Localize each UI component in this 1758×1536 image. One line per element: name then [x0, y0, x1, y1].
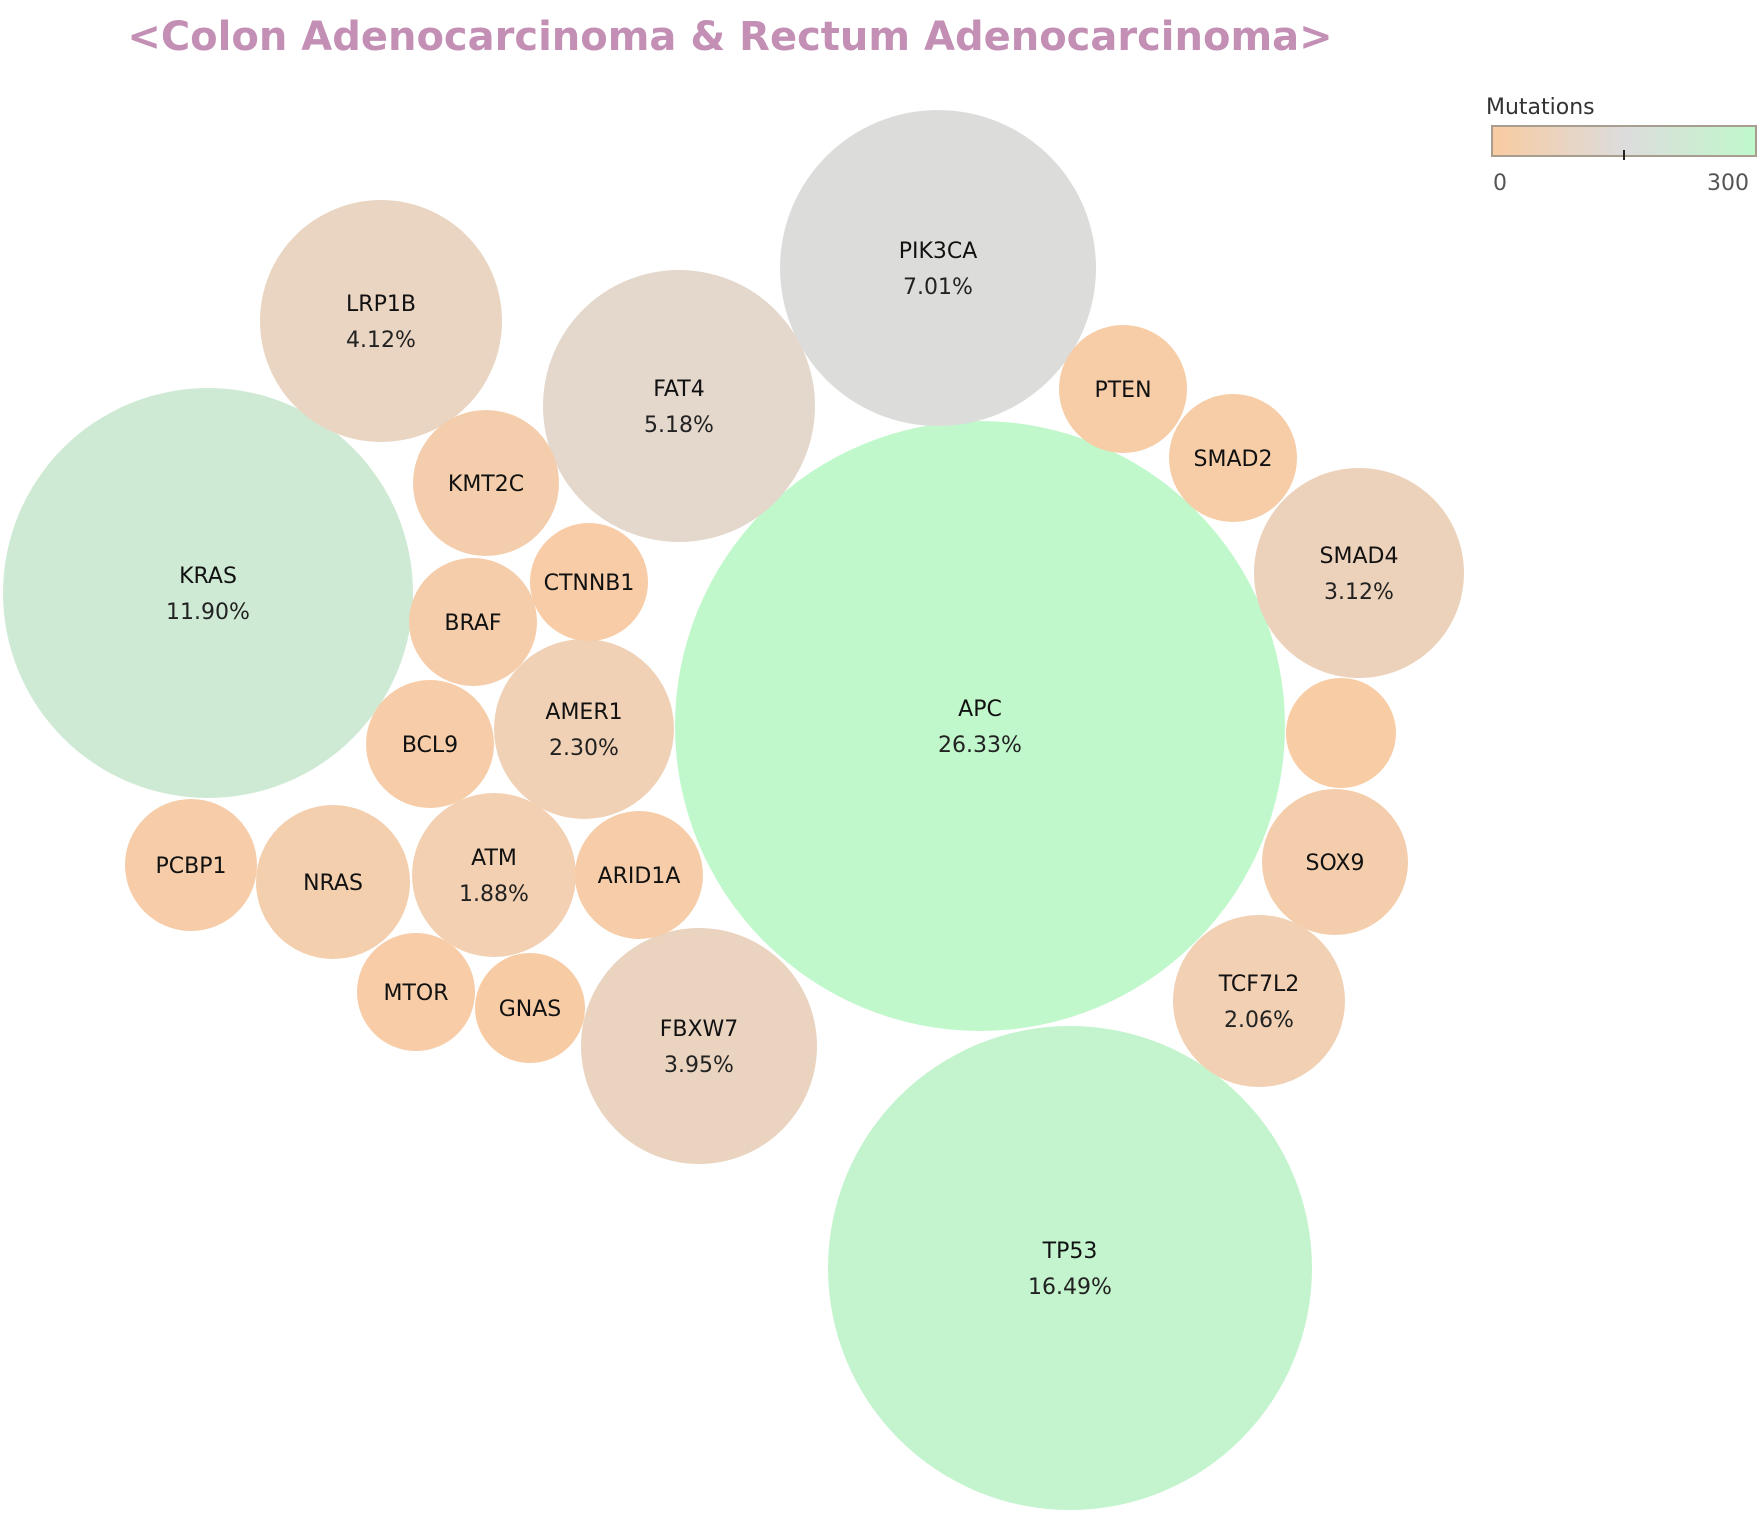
percent-label-lrp1b: 4.12% — [346, 328, 416, 353]
percent-label-tcf7l2: 2.06% — [1224, 1008, 1294, 1033]
percent-label-fbxw7: 3.95% — [664, 1053, 734, 1078]
bubble-circle-fbxw7 — [581, 928, 817, 1164]
legend-min-label: 0 — [1493, 171, 1507, 196]
bubble-smad4: SMAD4 3.12% — [1254, 468, 1464, 678]
bubble-circle-apc — [675, 421, 1285, 1031]
bubble-circle-sox9 — [1262, 789, 1408, 935]
color-legend: Mutations 0 300 — [1486, 95, 1757, 196]
bubble-smad2: SMAD2 — [1169, 394, 1297, 522]
gene-label-braf: BRAF — [444, 611, 501, 636]
bubble-circle-ctnnb1 — [530, 523, 648, 641]
gene-label-mtor: MTOR — [383, 981, 448, 1006]
bubble-lrp1b: LRP1B 4.12% — [260, 200, 502, 442]
gene-label-gnas: GNAS — [499, 997, 562, 1022]
gene-label-fbxw7: FBXW7 — [660, 1017, 739, 1042]
percent-label-apc: 26.33% — [938, 733, 1022, 758]
bubble-circle-arid1a — [575, 811, 703, 939]
chart-title: <Colon Adenocarcinoma & Rectum Adenocarc… — [127, 14, 1332, 60]
bubble-circle-smad4 — [1254, 468, 1464, 678]
bubble-circle-pcbp1 — [125, 799, 257, 931]
bubble-mtor: MTOR — [357, 933, 475, 1051]
bubble-tcf7l2: TCF7L2 2.06% — [1173, 915, 1345, 1087]
legend-max-label: 300 — [1707, 171, 1749, 196]
bubble-circle-atm — [412, 793, 576, 957]
bubble-sox9: SOX9 — [1262, 789, 1408, 935]
legend-title: Mutations — [1486, 95, 1595, 120]
gene-label-smad2: SMAD2 — [1194, 447, 1273, 472]
bubble-atm: ATM 1.88% — [412, 793, 576, 957]
bubble-pik3ca: PIK3CA 7.01% — [780, 110, 1096, 426]
gene-label-pcbp1: PCBP1 — [156, 854, 227, 879]
bubble-circle-unlabeled-23 — [1286, 678, 1396, 788]
bubble-unlabeled-23 — [1286, 678, 1396, 788]
bubble-circle-fat4 — [543, 270, 815, 542]
gene-label-fat4: FAT4 — [653, 377, 704, 402]
gene-label-apc: APC — [958, 697, 1002, 722]
bubble-nras: NRAS — [256, 805, 410, 959]
bubble-circle-pten — [1059, 325, 1187, 453]
bubble-braf: BRAF — [409, 558, 537, 686]
percent-label-smad4: 3.12% — [1324, 580, 1394, 605]
bubble-circle-nras — [256, 805, 410, 959]
gene-label-tcf7l2: TCF7L2 — [1218, 972, 1299, 997]
bubble-circle-smad2 — [1169, 394, 1297, 522]
bubble-circle-kmt2c — [413, 410, 559, 556]
percent-label-kras: 11.90% — [166, 600, 250, 625]
bubble-kmt2c: KMT2C — [413, 410, 559, 556]
gene-label-tp53: TP53 — [1042, 1239, 1098, 1264]
gene-label-pik3ca: PIK3CA — [899, 239, 978, 264]
bubble-gnas: GNAS — [475, 953, 585, 1063]
gene-label-atm: ATM — [471, 846, 517, 871]
bubble-circle-amer1 — [494, 639, 674, 819]
bubble-pten: PTEN — [1059, 325, 1187, 453]
bubble-circle-lrp1b — [260, 200, 502, 442]
bubble-circle-braf — [409, 558, 537, 686]
bubble-fat4: FAT4 5.18% — [543, 270, 815, 542]
bubble-pcbp1: PCBP1 — [125, 799, 257, 931]
gene-label-ctnnb1: CTNNB1 — [544, 571, 635, 596]
bubble-circle-tcf7l2 — [1173, 915, 1345, 1087]
bubble-apc: APC 26.33% — [675, 421, 1285, 1031]
gene-label-arid1a: ARID1A — [598, 864, 681, 889]
gene-label-amer1: AMER1 — [545, 700, 622, 725]
bubble-group: APC 26.33% TP53 16.49% KRAS 11.90% PIK3CA 7.01%… — [3, 110, 1464, 1510]
gene-label-smad4: SMAD4 — [1320, 544, 1399, 569]
gene-label-nras: NRAS — [303, 871, 363, 896]
gene-label-bcl9: BCL9 — [402, 733, 458, 758]
percent-label-fat4: 5.18% — [644, 413, 714, 438]
bubble-circle-pik3ca — [780, 110, 1096, 426]
bubble-circle-mtor — [357, 933, 475, 1051]
percent-label-amer1: 2.30% — [549, 736, 619, 761]
bubble-circle-kras — [3, 388, 413, 798]
bubble-amer1: AMER1 2.30% — [494, 639, 674, 819]
bubble-bcl9: BCL9 — [366, 680, 494, 808]
gene-label-sox9: SOX9 — [1306, 851, 1365, 876]
bubble-circle-gnas — [475, 953, 585, 1063]
gene-label-kras: KRAS — [179, 564, 237, 589]
gene-label-lrp1b: LRP1B — [346, 292, 416, 317]
bubble-ctnnb1: CTNNB1 — [530, 523, 648, 641]
bubble-fbxw7: FBXW7 3.95% — [581, 928, 817, 1164]
percent-label-pik3ca: 7.01% — [903, 275, 973, 300]
bubble-circle-bcl9 — [366, 680, 494, 808]
percent-label-atm: 1.88% — [459, 882, 529, 907]
gene-label-kmt2c: KMT2C — [448, 472, 524, 497]
bubble-kras: KRAS 11.90% — [3, 388, 413, 798]
gene-label-pten: PTEN — [1094, 378, 1151, 403]
percent-label-tp53: 16.49% — [1028, 1275, 1112, 1300]
bubble-arid1a: ARID1A — [575, 811, 703, 939]
bubble-circle-tp53 — [828, 1026, 1312, 1510]
bubble-tp53: TP53 16.49% — [828, 1026, 1312, 1510]
